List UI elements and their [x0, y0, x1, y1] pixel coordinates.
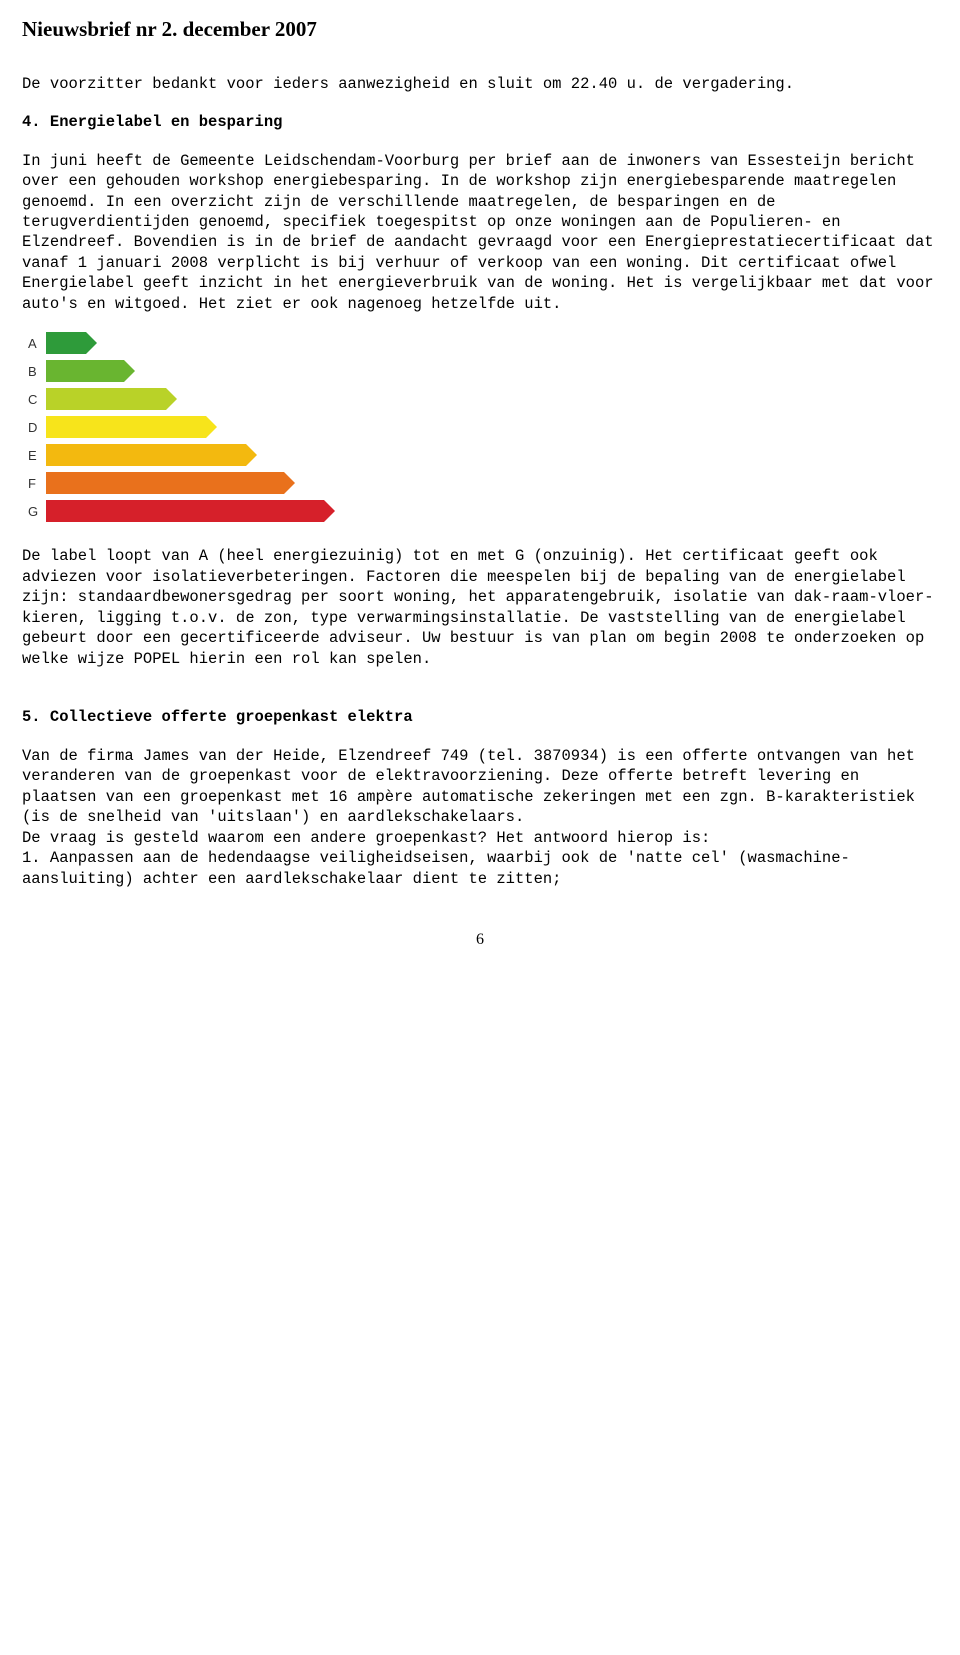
section-4-body: In juni heeft de Gemeente Leidschendam-V… — [22, 151, 938, 315]
energy-letter-b: B — [28, 363, 46, 380]
section-5-body: Van de firma James van der Heide, Elzend… — [22, 746, 938, 889]
energy-letter-a: A — [28, 335, 46, 352]
energy-label-chart: ABCDEFG — [22, 332, 938, 522]
energy-bar-row-b: B — [22, 360, 938, 382]
energy-bar-row-a: A — [22, 332, 938, 354]
paragraph-intro: De voorzitter bedankt voor ieders aanwez… — [22, 74, 938, 94]
energy-bar-row-c: C — [22, 388, 938, 410]
section-5-heading: 5. Collectieve offerte groepenkast elekt… — [22, 707, 938, 727]
energy-letter-g: G — [28, 503, 46, 520]
paragraph-after-chart: De label loopt van A (heel energiezuinig… — [22, 546, 938, 669]
energy-bar-b — [46, 360, 124, 382]
document-page: Nieuwsbrief nr 2. december 2007 De voorz… — [0, 0, 960, 980]
energy-letter-c: C — [28, 391, 46, 408]
energy-bar-f — [46, 472, 284, 494]
energy-bar-a — [46, 332, 86, 354]
energy-bar-g — [46, 500, 324, 522]
energy-bar-c — [46, 388, 166, 410]
energy-bar-row-d: D — [22, 416, 938, 438]
section-4-heading: 4. Energielabel en besparing — [22, 112, 938, 132]
energy-letter-f: F — [28, 475, 46, 492]
energy-bar-d — [46, 416, 206, 438]
energy-bar-row-f: F — [22, 472, 938, 494]
energy-bar-row-e: E — [22, 444, 938, 466]
energy-bar-row-g: G — [22, 500, 938, 522]
page-header: Nieuwsbrief nr 2. december 2007 — [22, 16, 938, 44]
page-number: 6 — [22, 929, 938, 950]
energy-letter-e: E — [28, 447, 46, 464]
energy-bar-e — [46, 444, 246, 466]
energy-letter-d: D — [28, 419, 46, 436]
